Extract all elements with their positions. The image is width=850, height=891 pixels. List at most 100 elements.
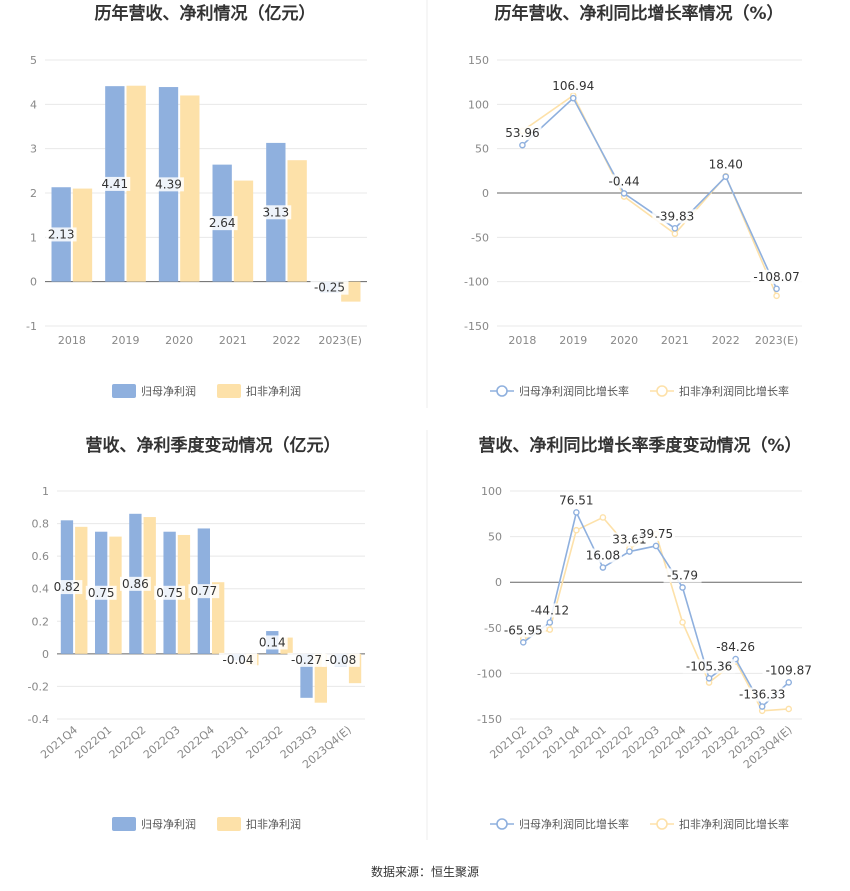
y-tick-label: 50 bbox=[488, 531, 502, 544]
data-label-bg bbox=[119, 576, 151, 591]
y-tick-label: 2 bbox=[30, 187, 37, 200]
data-label: -39.83 bbox=[656, 209, 695, 223]
data-label: -105.36 bbox=[686, 659, 732, 673]
y-tick-label: -50 bbox=[484, 622, 502, 635]
data-label: 2.13 bbox=[48, 227, 75, 241]
data-label-bg bbox=[188, 584, 220, 599]
data-label-bg bbox=[260, 205, 292, 220]
data-label: 3.13 bbox=[262, 205, 289, 219]
data-label: 106.94 bbox=[552, 79, 594, 93]
bar-deducted-net-profit bbox=[180, 95, 200, 282]
data-label: -0.04 bbox=[223, 653, 254, 667]
point-parent-growth bbox=[722, 173, 730, 180]
legend-swatch bbox=[112, 817, 136, 831]
y-tick-label: 0.8 bbox=[32, 518, 50, 531]
data-label: -136.33 bbox=[739, 688, 785, 702]
legend-swatch-marker bbox=[656, 818, 668, 830]
data-label: 16.08 bbox=[586, 549, 620, 563]
data-label-bg bbox=[550, 79, 596, 94]
point-parent-growth bbox=[671, 225, 679, 232]
point-parent-growth bbox=[519, 141, 526, 149]
data-label-bg bbox=[154, 585, 186, 600]
y-tick-label: 0 bbox=[482, 187, 489, 200]
y-tick-label: 3 bbox=[30, 143, 37, 156]
data-label: 0.14 bbox=[259, 635, 286, 649]
y-tick-label: 5 bbox=[30, 54, 37, 67]
data-label-bg bbox=[45, 227, 77, 242]
x-tick-label: 2019 bbox=[112, 334, 140, 347]
y-tick-label: 0 bbox=[42, 648, 49, 661]
data-label: -0.25 bbox=[314, 281, 345, 295]
chart-4: 营收、净利同比增长率季度变动情况（%）-150-100-500501002021… bbox=[477, 435, 815, 831]
x-tick-label: 2023(E) bbox=[318, 334, 362, 347]
x-tick-label: 2020 bbox=[610, 334, 638, 347]
x-tick-label: 2023Q2 bbox=[244, 723, 286, 761]
data-label-bg bbox=[583, 548, 622, 563]
point-deducted-growth bbox=[785, 705, 793, 713]
chart-title: 营收、净利同比增长率季度变动情况（%） bbox=[478, 435, 801, 456]
y-tick-label: -0.2 bbox=[28, 680, 49, 693]
y-tick-label: 0 bbox=[495, 576, 502, 589]
point-parent-growth bbox=[705, 674, 713, 682]
data-label: -65.95 bbox=[504, 623, 543, 637]
legend-label: 扣非净利润 bbox=[246, 817, 301, 831]
data-label-bg bbox=[85, 585, 117, 600]
point-parent-growth bbox=[758, 703, 766, 710]
chart-3: 营收、净利季度变动情况（亿元） -0.4 -0.2 0 0.2 0.4 0.6 0.8 1 202… bbox=[28, 435, 365, 831]
legend-label: 归母净利润 bbox=[141, 817, 196, 831]
y-tick-label: -150 bbox=[464, 320, 489, 333]
data-label-bg bbox=[682, 659, 736, 674]
data-label-bg bbox=[503, 126, 542, 141]
x-tick-label: 2023Q1 bbox=[209, 723, 251, 761]
legend-swatch bbox=[217, 817, 241, 831]
bar-deducted-net-profit bbox=[233, 180, 254, 282]
point-deducted-growth bbox=[546, 626, 554, 633]
y-tick-label: 1 bbox=[42, 485, 49, 498]
data-label: 4.41 bbox=[101, 177, 128, 191]
point-parent-growth bbox=[620, 190, 628, 197]
legend-swatch-marker bbox=[496, 385, 508, 397]
x-tick-label: 2022Q3 bbox=[141, 723, 183, 761]
bar-deducted-net-profit bbox=[126, 85, 146, 282]
y-tick-label: 100 bbox=[468, 98, 489, 111]
y-tick-label: -150 bbox=[477, 713, 502, 726]
x-tick-label: 2022Q1 bbox=[72, 723, 114, 761]
x-tick-label: 2020 bbox=[165, 334, 193, 347]
data-label-bg bbox=[557, 493, 596, 508]
point-parent-growth bbox=[546, 619, 554, 626]
y-tick-label: 0.2 bbox=[32, 615, 50, 628]
point-deducted-growth bbox=[679, 619, 686, 626]
bar-deducted-net-profit bbox=[72, 188, 93, 282]
y-tick-label: -50 bbox=[471, 231, 489, 244]
data-label: 0.75 bbox=[88, 586, 115, 600]
bar-deducted-net-profit bbox=[212, 582, 225, 654]
point-deducted-growth bbox=[599, 514, 607, 521]
legend-label: 扣非净利润同比增长率 bbox=[679, 384, 789, 398]
data-label: 53.96 bbox=[505, 126, 539, 140]
data-label-bg bbox=[735, 687, 789, 702]
data-label-bg bbox=[287, 652, 326, 667]
point-parent-growth bbox=[599, 564, 607, 571]
data-label: -108.07 bbox=[753, 270, 799, 284]
data-label-bg bbox=[605, 174, 644, 189]
data-label-bg bbox=[219, 652, 258, 667]
point-parent-growth bbox=[679, 584, 686, 591]
data-label: -44.12 bbox=[530, 603, 569, 617]
x-tick-label: 2023(E) bbox=[755, 334, 799, 347]
legend-label: 归母净利润同比增长率 bbox=[519, 817, 629, 831]
point-deducted-growth bbox=[573, 526, 580, 534]
point-parent-growth bbox=[573, 509, 580, 516]
data-label-bg bbox=[750, 269, 803, 284]
data-label-bg bbox=[762, 663, 815, 678]
legend-label: 扣非净利润 bbox=[246, 384, 301, 398]
data-label: -0.08 bbox=[325, 653, 356, 667]
x-tick-label: 2022 bbox=[712, 334, 740, 347]
y-tick-label: 0.4 bbox=[32, 583, 50, 596]
point-parent-growth bbox=[652, 542, 660, 550]
data-label-bg bbox=[153, 177, 184, 192]
data-label: 4.39 bbox=[155, 177, 182, 191]
line-deducted-growth bbox=[521, 94, 778, 297]
legend-swatch-marker bbox=[496, 818, 508, 830]
data-label: -0.44 bbox=[609, 174, 640, 188]
